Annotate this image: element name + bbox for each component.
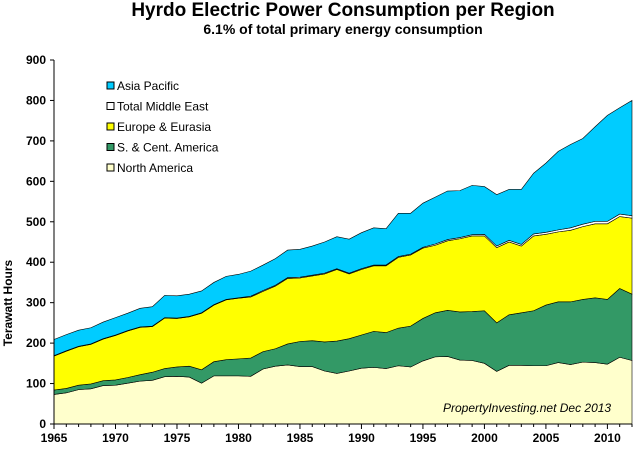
- source-annotation: PropertyInvesting.net Dec 2013: [443, 401, 611, 415]
- y-tick-label: 800: [26, 93, 46, 107]
- legend-swatch-s-cent-america: [106, 143, 115, 151]
- x-tick-label: 2005: [533, 431, 560, 445]
- x-tick-label: 1970: [102, 431, 129, 445]
- legend-swatch-total-middle-east: [106, 102, 115, 110]
- legend-label-s-cent-america: S. & Cent. America: [117, 141, 219, 155]
- y-tick-label: 0: [39, 417, 46, 431]
- stacked-areas: [53, 99, 633, 425]
- y-axis-label: Terawatt Hours: [1, 259, 15, 346]
- chart-title: Hyrdo Electric Power Consumption per Reg…: [131, 0, 555, 21]
- x-tick-label: 1975: [164, 431, 191, 445]
- x-tick-label: 2010: [594, 431, 621, 445]
- legend-swatch-north-america: [106, 163, 115, 172]
- y-tick-label: 700: [26, 134, 46, 148]
- y-tick-label: 100: [26, 377, 46, 391]
- legend-label-europe-eurasia: Europe & Eurasia: [117, 120, 211, 134]
- y-tick-label: 600: [26, 174, 46, 188]
- chart-subtitle: 6.1% of total primary energy consumption: [203, 21, 483, 37]
- legend-label-total-middle-east: Total Middle East: [117, 100, 209, 114]
- legend: Asia Pacific Total Middle East Europe & Eu…: [106, 79, 219, 175]
- legend-swatch-asia-pacific: [106, 81, 115, 90]
- x-tick-label: 1990: [348, 431, 375, 445]
- legend-label-asia-pacific: Asia Pacific: [117, 79, 179, 93]
- chart-axes: [53, 60, 632, 425]
- x-tick-label: 1965: [41, 431, 68, 445]
- legend-swatch-europe-eurasia: [106, 122, 115, 131]
- y-tick-label: 300: [26, 296, 46, 310]
- legend-label-north-america: North America: [117, 161, 193, 175]
- area-asia-pacific: [53, 99, 633, 357]
- y-tick-label: 200: [26, 336, 46, 350]
- y-tick-label: 400: [26, 255, 46, 269]
- x-tick-label: 2000: [471, 431, 498, 445]
- x-tick-label: 1995: [410, 431, 437, 445]
- y-tick-label: 900: [26, 53, 46, 67]
- y-tick-label: 500: [26, 215, 46, 229]
- axis-ticks: 0 100 200 300 400 500 600 700 800 900 1965 1970 1975…: [26, 53, 633, 445]
- x-tick-label: 1985: [287, 431, 314, 445]
- x-tick-label: 1980: [225, 431, 252, 445]
